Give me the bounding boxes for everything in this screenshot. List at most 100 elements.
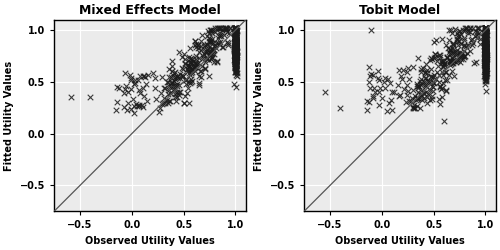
Point: [482, 41, 490, 45]
Point: [482, 74, 490, 78]
Point: [232, 55, 239, 59]
Point: [232, 33, 239, 37]
Point: [232, 39, 239, 43]
Point: [482, 59, 490, 63]
Point: [459, 57, 467, 61]
Point: [188, 79, 196, 83]
Point: [216, 26, 224, 30]
Point: [232, 62, 239, 66]
Point: [231, 31, 239, 35]
Point: [476, 31, 484, 35]
Point: [444, 46, 452, 50]
Point: [406, 99, 414, 103]
Point: [480, 37, 488, 41]
Point: [482, 47, 490, 51]
Point: [176, 90, 184, 94]
Point: [220, 33, 228, 37]
Point: [472, 26, 480, 30]
Point: [456, 52, 464, 56]
Point: [231, 33, 239, 37]
Point: [232, 28, 239, 32]
Point: [192, 46, 200, 50]
Point: [453, 52, 461, 56]
Point: [230, 41, 238, 45]
Point: [482, 50, 490, 54]
Point: [482, 74, 490, 78]
Point: [482, 61, 490, 65]
Point: [232, 47, 240, 51]
Point: [482, 66, 490, 70]
Point: [438, 64, 446, 68]
Point: [230, 49, 238, 53]
Point: [202, 58, 210, 62]
Point: [230, 59, 238, 63]
Point: [206, 28, 214, 32]
Point: [418, 88, 426, 92]
Point: [417, 95, 425, 99]
Point: [172, 84, 180, 88]
Point: [432, 77, 440, 81]
Point: [112, 108, 120, 112]
Point: [204, 29, 212, 33]
Point: [362, 99, 370, 103]
Point: [482, 51, 490, 55]
Point: [188, 56, 196, 60]
Point: [448, 62, 456, 66]
Point: [232, 47, 239, 51]
Point: [422, 62, 430, 66]
Point: [203, 43, 211, 47]
Point: [443, 56, 451, 60]
Point: [475, 26, 483, 30]
Point: [454, 59, 462, 63]
Point: [194, 84, 202, 87]
Point: [417, 92, 425, 96]
Point: [231, 46, 239, 50]
Point: [231, 41, 239, 45]
Point: [482, 60, 490, 64]
Point: [414, 84, 422, 88]
Point: [122, 84, 130, 88]
Point: [456, 54, 464, 58]
Point: [186, 64, 194, 68]
Point: [481, 36, 489, 40]
Point: [482, 60, 490, 64]
Point: [205, 31, 213, 35]
Point: [369, 94, 377, 98]
Point: [384, 102, 392, 105]
Point: [232, 51, 239, 55]
Point: [430, 80, 438, 84]
Point: [232, 38, 240, 42]
Point: [410, 105, 418, 109]
Point: [232, 61, 239, 65]
Point: [140, 74, 147, 78]
Point: [155, 110, 163, 114]
Point: [438, 59, 446, 63]
Point: [140, 105, 147, 109]
Point: [174, 76, 182, 80]
Point: [482, 70, 490, 74]
Point: [232, 31, 240, 35]
Point: [232, 62, 239, 66]
Point: [448, 48, 456, 52]
Point: [436, 55, 444, 59]
Point: [482, 40, 490, 44]
Point: [231, 48, 239, 52]
Point: [466, 49, 474, 53]
Point: [171, 94, 179, 98]
Point: [232, 59, 239, 63]
Point: [232, 30, 239, 34]
Point: [171, 74, 179, 78]
Point: [481, 53, 489, 57]
Point: [482, 46, 490, 50]
Point: [231, 46, 239, 50]
Point: [481, 62, 489, 66]
Point: [422, 90, 430, 94]
Point: [481, 54, 489, 58]
Point: [446, 48, 454, 52]
Point: [231, 40, 239, 44]
Point: [482, 44, 490, 48]
Point: [232, 48, 240, 52]
Point: [482, 67, 490, 71]
Point: [462, 26, 469, 30]
Point: [482, 42, 490, 46]
